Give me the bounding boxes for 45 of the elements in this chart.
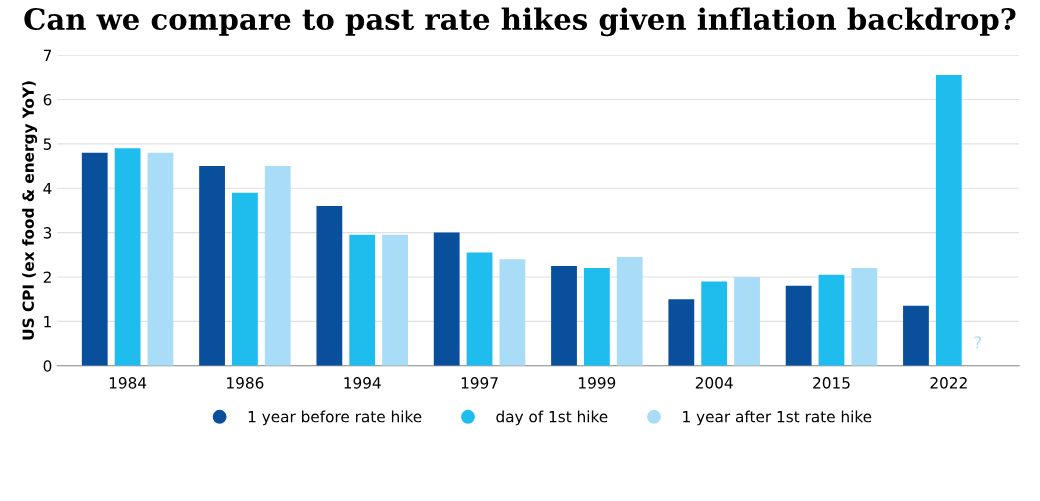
x-tick-label: 1984 [109,377,147,389]
x-tick-label: 2004 [695,377,733,389]
y-tick-label: 2 [43,271,51,283]
x-tick-label: 2015 [813,377,850,389]
bar [616,257,643,366]
x-tick-label: 1997 [461,377,498,389]
y-tick-label: 1 [44,316,51,328]
annotation: ? [974,336,982,349]
bar [232,192,258,366]
x-tick-label: 1986 [227,377,264,389]
y-tick-label: 5 [43,138,51,150]
bar [147,152,174,366]
bar [199,166,225,366]
bar [583,268,610,366]
bar [466,252,493,366]
bar [851,268,878,366]
x-tick-label: 1994 [344,377,381,389]
y-axis-title: US CPI (ex food & energy YoY) [22,81,38,340]
bar [349,234,376,366]
y-tick-label: 0 [43,360,52,372]
bar [903,305,929,366]
bar [701,281,728,366]
bar [551,265,577,366]
bar [668,299,695,366]
legend-label: 1 year before rate hike [248,410,422,426]
bar [382,234,408,366]
bar [433,232,460,366]
legend-label: 1 year after 1st rate hike [683,410,872,426]
bar [785,285,812,366]
y-tick-label: 3 [43,227,52,239]
bar [81,152,108,366]
legend-label: day of 1st hike [496,410,608,426]
bar [114,148,141,366]
bar [316,205,343,366]
bar [499,259,526,366]
chart-title: Can we compare to past rate hikes given inflation backdrop? [24,7,1016,37]
y-tick-label: 6 [43,93,52,106]
y-tick-label: 7 [43,49,52,61]
bar [935,75,962,366]
y-tick-label: 4 [43,182,52,195]
bar [734,276,760,366]
x-tick-label: 2022 [930,377,967,389]
x-tick-label: 1999 [579,377,616,389]
bar [264,166,291,366]
bar [818,274,845,366]
